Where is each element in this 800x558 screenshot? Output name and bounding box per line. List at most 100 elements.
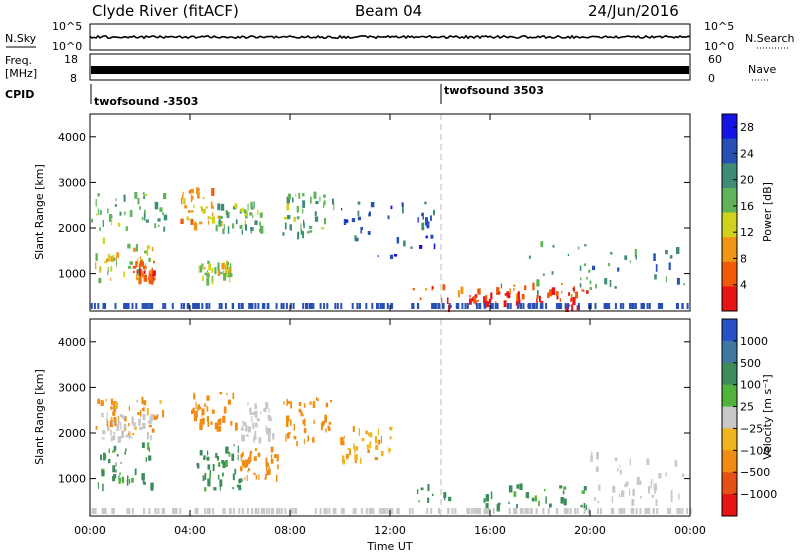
data-cell-6-32 bbox=[268, 466, 270, 473]
data-cell-2-5 bbox=[97, 482, 99, 489]
data-cell-3-38 bbox=[211, 212, 214, 216]
data-cell-7-18 bbox=[343, 218, 347, 225]
data-cell-5-27 bbox=[256, 418, 260, 422]
near-range-cell-173 bbox=[411, 508, 414, 514]
data-cell-6-7 bbox=[302, 208, 304, 214]
near-range-cell-174 bbox=[559, 303, 561, 309]
nsky-tick-bottom: 10^0 bbox=[52, 40, 82, 53]
data-cell-8-2 bbox=[343, 435, 345, 439]
data-cell-8-23 bbox=[341, 437, 344, 442]
near-range-cell-80 bbox=[477, 508, 480, 514]
data-cell-3-29 bbox=[194, 418, 196, 421]
data-cell-2-18 bbox=[116, 454, 119, 457]
data-cell-5-28 bbox=[217, 269, 221, 277]
data-cell-2-31 bbox=[113, 445, 117, 451]
near-range-cell-147 bbox=[669, 508, 672, 514]
data-cell-2-16 bbox=[113, 474, 117, 479]
data-cell-10-22 bbox=[617, 467, 619, 472]
data-cell-8-35 bbox=[388, 448, 391, 452]
near-range-cell-55 bbox=[434, 303, 437, 309]
near-range-cell-87 bbox=[93, 508, 96, 514]
colorbar-swatch-2 bbox=[722, 163, 737, 189]
data-cell-5-25 bbox=[254, 422, 258, 428]
y-tick-label-3: 4000 bbox=[58, 336, 86, 349]
data-cell-8-39 bbox=[431, 286, 434, 289]
data-cell-10-18 bbox=[537, 290, 539, 297]
freq-frame bbox=[89, 53, 691, 81]
data-cell-5-26 bbox=[201, 263, 204, 267]
data-cell-2-30 bbox=[129, 479, 131, 484]
data-cell-0-37 bbox=[124, 211, 126, 216]
data-cell-0-36 bbox=[142, 192, 145, 195]
data-cell-9-30 bbox=[506, 291, 509, 298]
data-cell-5-22 bbox=[254, 430, 257, 438]
data-cell-4-34 bbox=[220, 203, 225, 211]
data-cell-10-31 bbox=[540, 241, 544, 248]
near-range-cell-91 bbox=[390, 303, 393, 309]
data-cell-9-26 bbox=[417, 489, 419, 494]
y-tick-label-3: 4000 bbox=[58, 131, 86, 144]
data-cell-10-8 bbox=[591, 451, 593, 456]
near-range-cell-113 bbox=[635, 508, 638, 514]
data-cell-7-16 bbox=[303, 438, 305, 445]
data-cell-4-6 bbox=[217, 203, 221, 211]
data-cell-7-33 bbox=[422, 212, 424, 220]
near-range-cell-162 bbox=[135, 303, 138, 309]
near-range-cell-179 bbox=[224, 303, 227, 309]
data-cell-2-35 bbox=[145, 263, 147, 271]
near-range-cell-22 bbox=[285, 303, 288, 309]
data-cell-5-21 bbox=[272, 433, 275, 440]
data-cell-7-8 bbox=[298, 402, 302, 406]
data-cell-4-4 bbox=[225, 209, 228, 215]
data-cell-0-3 bbox=[99, 227, 101, 232]
data-cell-10-5 bbox=[655, 264, 658, 272]
data-cell-5-33 bbox=[206, 273, 210, 278]
data-cell-7-31 bbox=[307, 435, 309, 442]
data-cell-5-17 bbox=[241, 425, 244, 431]
data-cell-4-31 bbox=[206, 450, 209, 456]
near-range-cell-78 bbox=[261, 508, 263, 514]
data-cell-6-3 bbox=[246, 474, 248, 482]
near-range-cell-169 bbox=[555, 303, 558, 309]
data-cell-2-20 bbox=[101, 470, 105, 477]
data-cell-4-25 bbox=[257, 209, 259, 215]
data-cell-6-12 bbox=[270, 454, 273, 459]
data-cell-9-24 bbox=[570, 298, 572, 302]
data-cell-5-37 bbox=[201, 263, 203, 270]
data-cell-8-37 bbox=[509, 288, 511, 294]
near-range-cell-54 bbox=[519, 508, 522, 514]
data-cell-10-27 bbox=[579, 265, 582, 271]
data-cell-10-9 bbox=[653, 483, 657, 491]
data-cell-0-21 bbox=[91, 218, 93, 223]
data-cell-2-24 bbox=[145, 457, 147, 462]
data-cell-2-32 bbox=[152, 270, 156, 277]
data-cell-7-30 bbox=[290, 401, 293, 409]
data-cell-3-32 bbox=[207, 216, 210, 220]
data-cell-8-13 bbox=[442, 284, 446, 291]
data-cell-5-12 bbox=[221, 262, 225, 270]
data-cell-2-27 bbox=[151, 274, 153, 277]
data-cell-8-18 bbox=[521, 294, 525, 300]
data-cell-0-31 bbox=[113, 404, 117, 412]
data-cell-10-36 bbox=[577, 246, 580, 250]
data-cell-6-13 bbox=[257, 452, 261, 457]
data-cell-1-6 bbox=[137, 257, 139, 264]
data-cell-2-10 bbox=[125, 448, 127, 452]
near-range-cell-132 bbox=[325, 508, 328, 514]
data-cell-10-37 bbox=[595, 466, 599, 472]
data-cell-9-15 bbox=[516, 504, 518, 509]
data-cell-8-5 bbox=[354, 454, 358, 461]
colorbar-swatch-5 bbox=[722, 428, 737, 451]
data-cell-2-35 bbox=[134, 468, 137, 476]
near-range-cell-44 bbox=[574, 508, 577, 514]
data-cell-10-16 bbox=[665, 250, 668, 255]
colorbar-swatch-2 bbox=[722, 362, 737, 386]
near-range-cell-15 bbox=[208, 508, 211, 514]
data-cell-7-26 bbox=[296, 441, 298, 447]
data-cell-3-36 bbox=[187, 210, 191, 213]
data-cell-4-31 bbox=[259, 221, 261, 227]
data-cell-1-36 bbox=[128, 430, 131, 434]
near-range-cell-73 bbox=[381, 303, 384, 309]
data-cell-8-19 bbox=[441, 297, 443, 304]
data-cell-7-29 bbox=[401, 202, 404, 207]
